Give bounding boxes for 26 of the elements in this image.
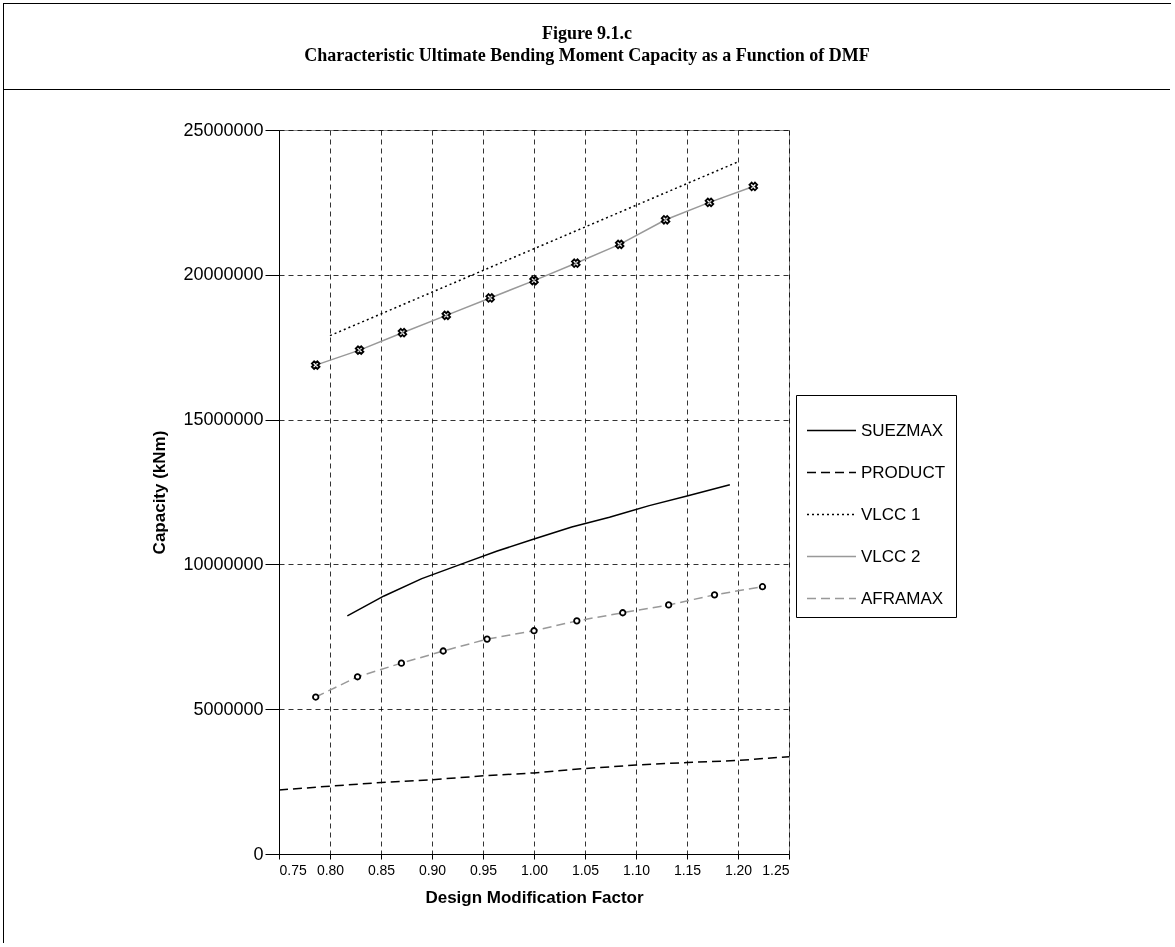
y-tick-label: 15000000: [183, 409, 264, 430]
legend-label: VLCC 2: [861, 546, 921, 566]
x-tick-label: 0.90: [418, 861, 447, 878]
x-tick-label: 1.25: [762, 861, 790, 878]
x-tick-label: 0.95: [469, 861, 498, 878]
y-tick-label: 10000000: [183, 553, 264, 574]
y-tick-label: 25000000: [183, 119, 264, 140]
x-tick-label: 0.75: [279, 861, 307, 878]
y-tick-label: 0: [253, 843, 264, 864]
y-tick-label: 5000000: [193, 698, 264, 719]
x-axis-title: Design Modification Factor: [425, 887, 644, 907]
chart-subtitle: Characteristic Ultimate Bending Moment Capacity as a Function of DMF: [303, 44, 871, 66]
chart-title: Figure 9.1.c: [540, 22, 634, 44]
legend-label: AFRAMAX: [861, 588, 944, 608]
legend-label: PRODUCT: [861, 462, 946, 482]
x-tick-label: 1.15: [673, 861, 702, 878]
y-tick-label: 20000000: [183, 264, 264, 285]
x-tick-label: 0.85: [367, 861, 396, 878]
x-tick-label: 1.20: [724, 861, 753, 878]
x-tick-label: 1.00: [520, 861, 549, 878]
legend-label: VLCC 1: [861, 504, 921, 524]
x-tick-label: 1.05: [571, 861, 600, 878]
y-axis-title: Capacity (kNm): [150, 430, 170, 555]
x-tick-label: 1.10: [622, 861, 651, 878]
legend-label: SUEZMAX: [861, 420, 944, 440]
x-tick-label: 0.80: [316, 861, 345, 878]
